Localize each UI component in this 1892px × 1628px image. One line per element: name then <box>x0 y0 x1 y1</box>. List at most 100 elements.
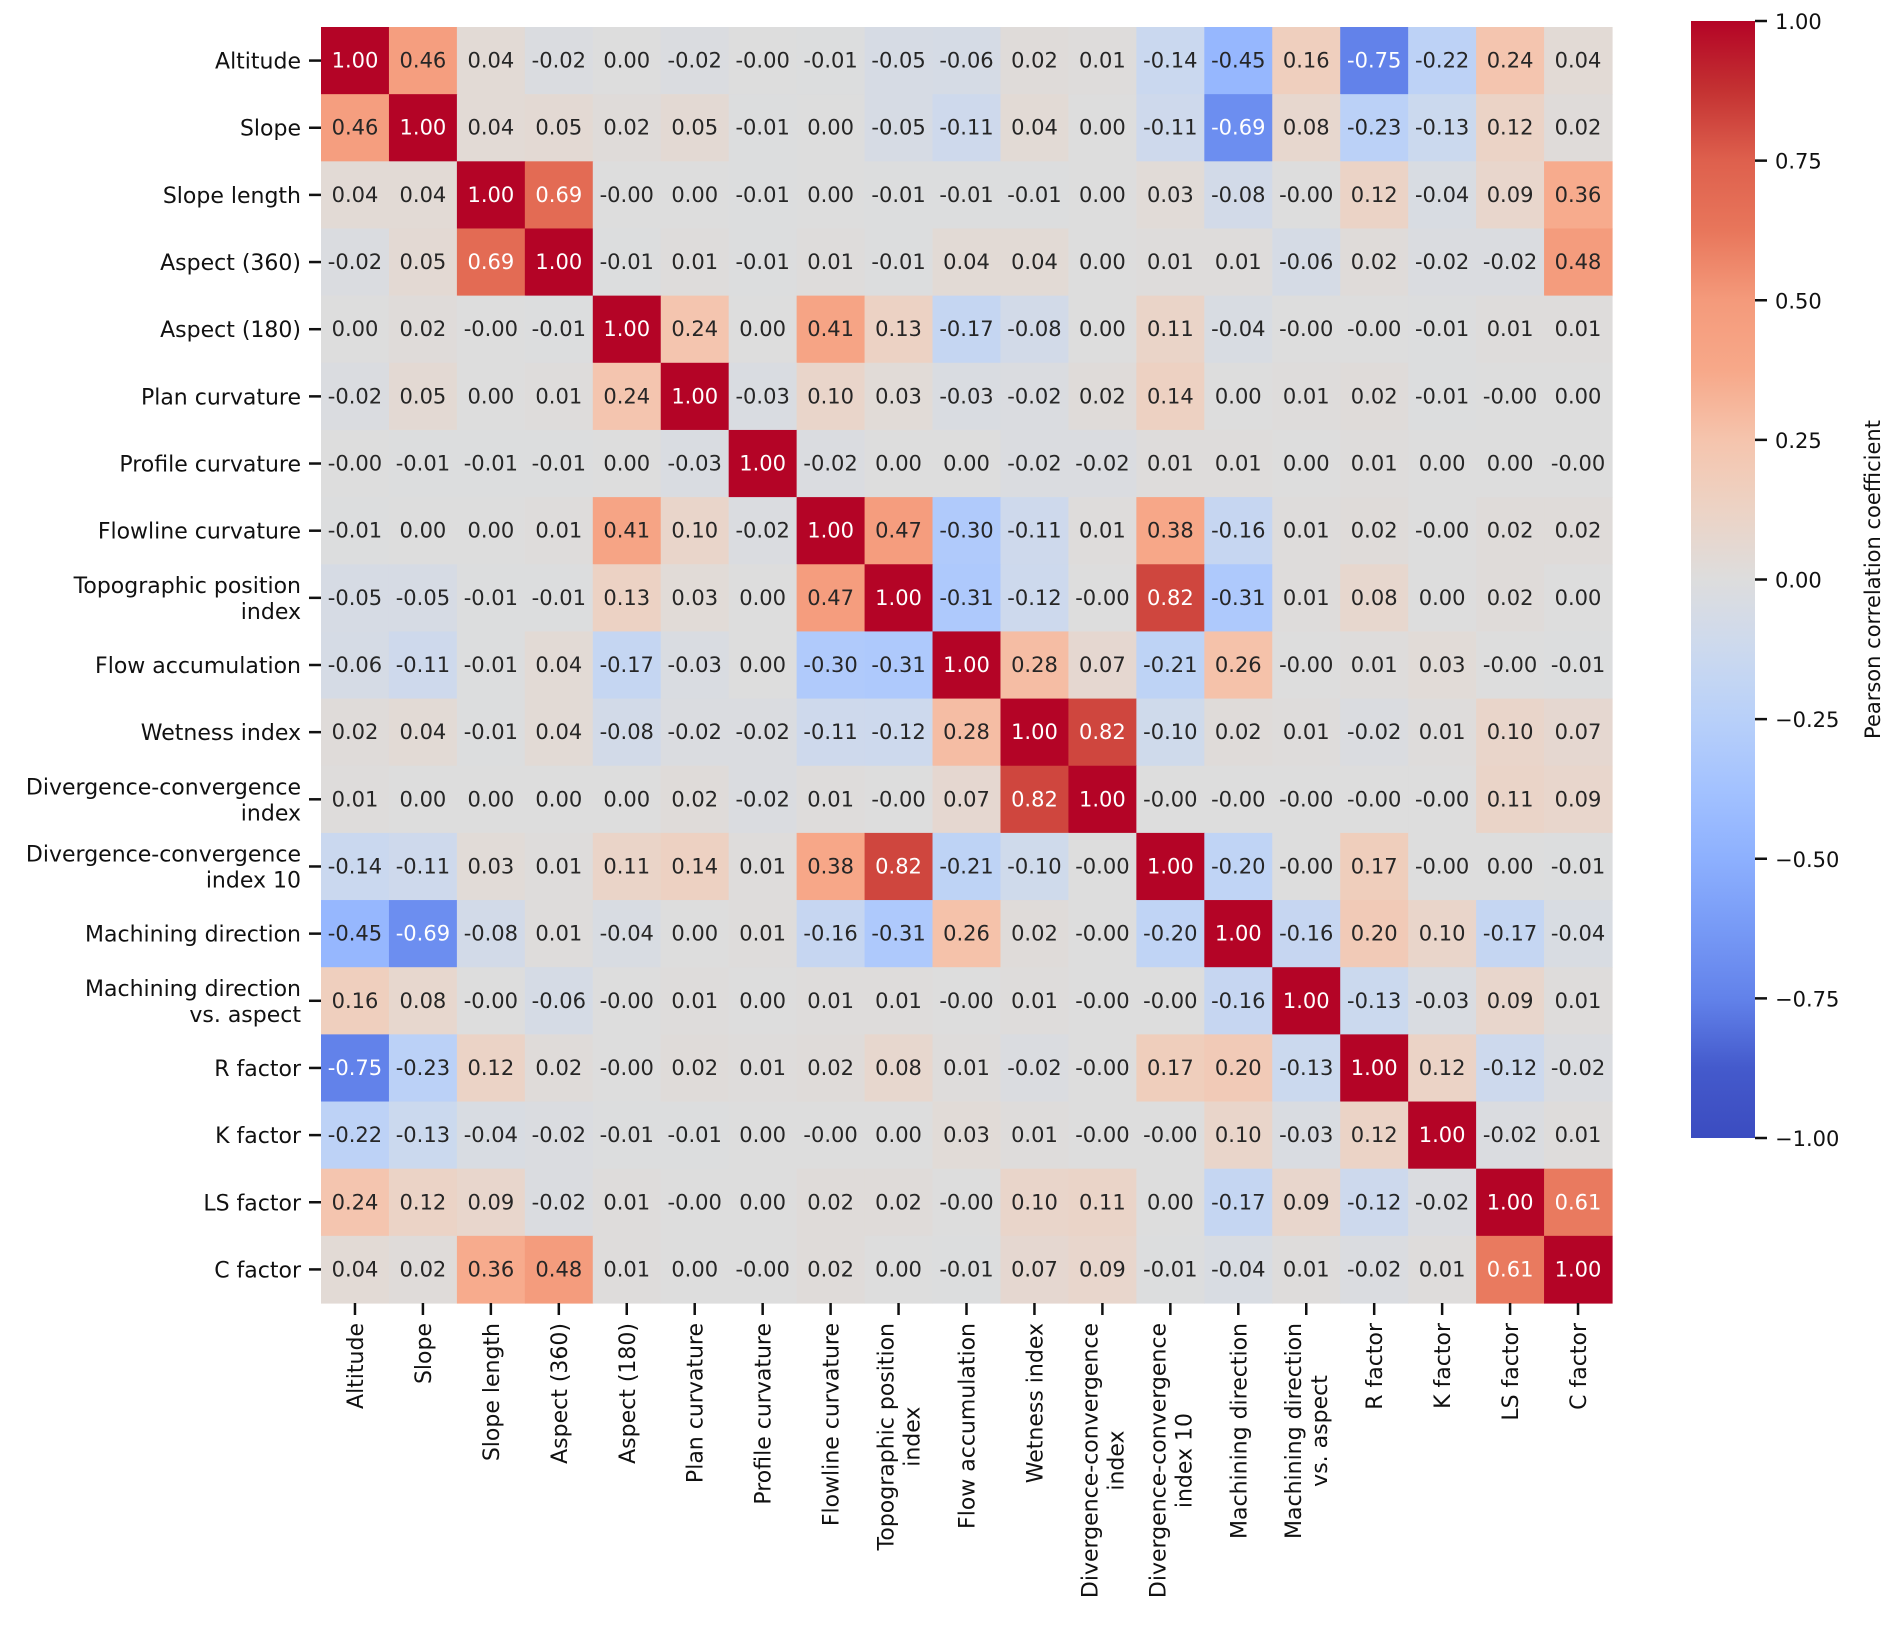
cell-value-label: 0.11 <box>603 854 650 878</box>
cell-value-label: 0.00 <box>332 317 379 341</box>
cell-value-label: -0.31 <box>871 922 925 946</box>
heatmap-cell <box>864 631 934 700</box>
heatmap-cell <box>932 698 1002 767</box>
cell-value-label: 0.02 <box>807 1257 854 1281</box>
cell-value-label: 0.00 <box>603 452 650 476</box>
heatmap-cell <box>660 27 730 95</box>
colorbar-tick-label: −0.75 <box>1775 987 1839 1011</box>
cell-value-label: -0.02 <box>1551 1056 1605 1080</box>
heatmap-cell <box>456 967 526 1035</box>
heatmap-cell <box>1136 1235 1205 1304</box>
cell-value-label: -0.00 <box>1279 317 1333 341</box>
cell-value-label: -0.13 <box>1415 116 1469 140</box>
cell-value-label: -0.10 <box>1007 854 1061 878</box>
cell-value-label: 0.20 <box>1215 1056 1262 1080</box>
cell-value-label: -0.00 <box>1279 854 1333 878</box>
colorbar-tick-label: 0.25 <box>1775 429 1822 453</box>
heatmap-cell <box>524 362 594 431</box>
y-tick-label: Altitude <box>215 50 301 75</box>
cell-value-label: -0.16 <box>803 922 857 946</box>
heatmap-cell <box>932 564 1002 633</box>
cell-value-label: 0.01 <box>1555 989 1602 1013</box>
cell-value-label: 0.00 <box>1215 384 1262 408</box>
heatmap-cell <box>1544 27 1613 95</box>
cell-value-label: 0.01 <box>1283 384 1330 408</box>
cell-value-label: -0.00 <box>1075 586 1129 610</box>
heatmap-cell <box>1476 1101 1545 1170</box>
heatmap-cell <box>1544 161 1613 230</box>
heatmap-cell <box>864 967 934 1035</box>
cell-value-label: 0.04 <box>467 49 514 73</box>
heatmap-cell <box>524 1034 594 1103</box>
colorbar: 1.00 0.75 0.50 0.25 0.00 −0.25 −0.50 −0.75 −1.00… <box>1691 10 1885 1151</box>
cell-value-label: 0.20 <box>1351 922 1398 946</box>
cell-value-label: 0.10 <box>1487 720 1534 744</box>
x-tick-label: Divergence-convergenceindex <box>1078 1323 1129 1598</box>
heatmap-cell <box>728 429 798 498</box>
heatmap-cell <box>1476 564 1545 633</box>
y-tick-label: LS factor <box>203 1191 302 1216</box>
cell-value-label: 0.38 <box>1147 519 1194 543</box>
heatmap-cell <box>932 161 1002 230</box>
cell-value-label: -0.03 <box>668 653 722 677</box>
heatmap-cell <box>1340 1168 1409 1237</box>
heatmap-cell <box>932 497 1002 565</box>
cell-value-label: 0.01 <box>1147 452 1194 476</box>
heatmap-cell <box>932 94 1002 162</box>
cell-value-label: -0.01 <box>600 1123 654 1147</box>
cell-value-label: 1.00 <box>671 384 718 408</box>
heatmap-cell <box>592 362 662 431</box>
heatmap-cell <box>1408 832 1477 901</box>
cell-value-label: 0.16 <box>332 989 379 1013</box>
y-tick-label: Slope length <box>163 184 301 209</box>
cell-value-label: 0.00 <box>671 922 718 946</box>
heatmap-cell <box>1000 631 1070 700</box>
heatmap-cell <box>1000 967 1070 1035</box>
cell-value-label: 0.01 <box>1283 519 1330 543</box>
cell-value-label: 0.48 <box>1555 250 1602 274</box>
heatmap-cell <box>456 900 526 968</box>
x-tick-label: Flow accumulation <box>956 1323 981 1529</box>
heatmap-cell <box>1136 1168 1205 1237</box>
heatmap-cell <box>728 967 798 1035</box>
cell-value-label: 0.05 <box>400 384 447 408</box>
cell-value-label: 0.82 <box>875 854 922 878</box>
heatmap-cell <box>456 698 526 767</box>
heatmap-cell <box>1340 228 1409 297</box>
cell-value-label: -0.75 <box>328 1056 382 1080</box>
heatmap-cell <box>592 295 662 364</box>
cell-value-label: 0.04 <box>332 183 379 207</box>
cell-value-label: 0.02 <box>1351 250 1398 274</box>
cell-value-label: 0.01 <box>1351 452 1398 476</box>
colorbar-tick-label: −0.50 <box>1775 848 1839 872</box>
cell-value-label: 0.01 <box>1283 586 1330 610</box>
heatmap-cell <box>1544 362 1613 431</box>
cell-value-label: -0.02 <box>1415 1190 1469 1214</box>
cell-value-label: 0.00 <box>535 787 582 811</box>
heatmap-cell <box>456 1101 526 1170</box>
heatmap-cell <box>388 832 458 901</box>
cell-value-label: -0.04 <box>600 922 654 946</box>
heatmap-cell <box>1136 94 1205 162</box>
cell-value-label: 0.08 <box>400 989 447 1013</box>
cell-value-label: 0.01 <box>671 989 718 1013</box>
cell-value-label: 0.00 <box>875 1123 922 1147</box>
y-tick-label: Machining direction <box>85 923 301 948</box>
heatmap-cell <box>1272 94 1341 162</box>
cell-value-label: -0.03 <box>1415 989 1469 1013</box>
heatmap-cell <box>592 497 662 565</box>
heatmap-cell <box>1476 1235 1545 1304</box>
heatmap-cell <box>321 564 390 633</box>
heatmap-cell <box>1000 228 1070 297</box>
heatmap-cell <box>1544 1235 1613 1304</box>
heatmap-cell <box>388 295 458 364</box>
heatmap-cell <box>1136 429 1205 498</box>
cell-value-label: 0.05 <box>671 116 718 140</box>
heatmap-cell <box>388 429 458 498</box>
cell-value-label: 0.82 <box>1079 720 1126 744</box>
y-axis-labels: Altitude Slope Slope length Aspect (360) Asp… <box>26 50 321 1283</box>
cell-value-label: 0.28 <box>943 720 990 744</box>
heatmap-cell <box>1544 1168 1613 1237</box>
cell-value-label: 0.13 <box>875 317 922 341</box>
cell-value-label: 0.01 <box>1011 1123 1058 1147</box>
